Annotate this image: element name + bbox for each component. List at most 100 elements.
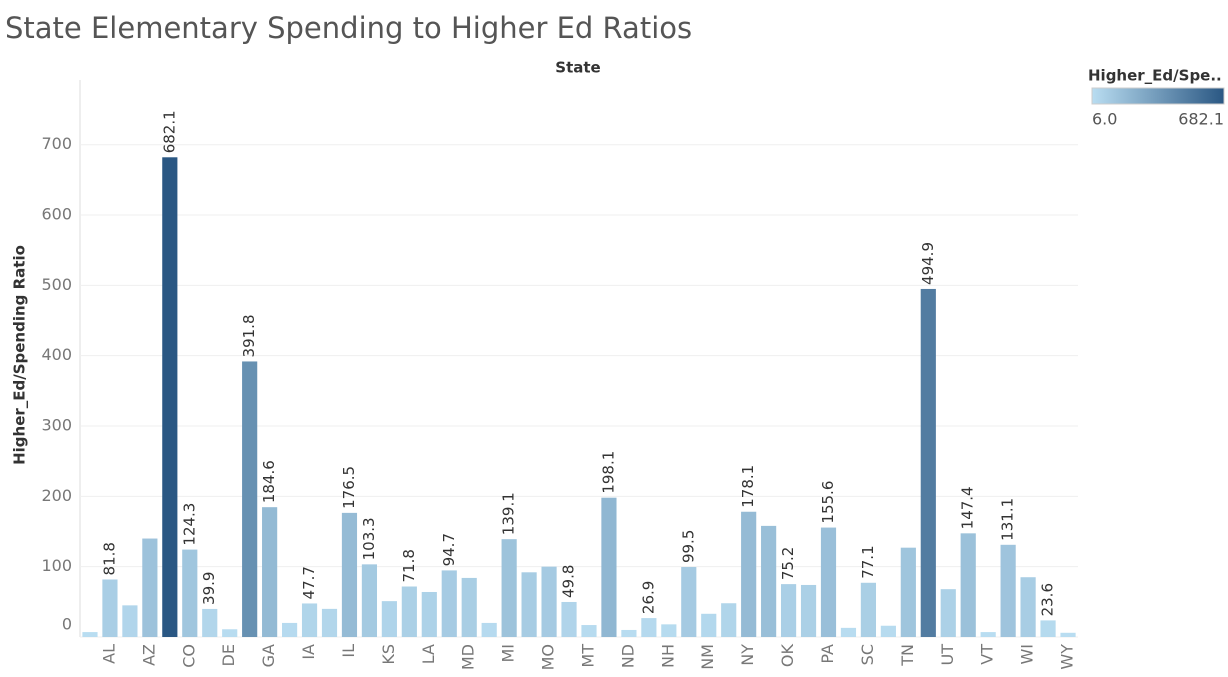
y-tick-label: 600 [41,205,72,224]
bar [421,591,437,637]
bar [641,618,657,637]
x-tick-label: MI [499,644,518,663]
x-tick-label: NY [738,644,757,666]
x-tick-label: ND [618,644,637,668]
bar [202,608,218,637]
bar [741,511,757,637]
x-tick-label: LA [419,644,438,664]
value-label: 682.1 [160,110,178,153]
value-label: 178.1 [739,465,757,508]
x-tick-label: MD [459,644,478,670]
bar [960,533,976,637]
column-header: State [555,59,600,77]
bar [341,512,358,637]
bar [940,589,956,637]
bar [301,603,318,637]
bar [1060,632,1076,637]
x-tick-label: PA [818,644,837,664]
x-tick-label: NH [658,644,677,668]
x-tick-label: GA [259,644,278,667]
y-tick-label: 500 [41,275,72,294]
bar [501,539,517,637]
x-tick-label: TN [898,644,917,667]
value-label: 75.2 [779,547,797,580]
x-tick-label: WY [1058,644,1077,670]
value-label: 26.9 [639,581,657,614]
bar [182,549,198,637]
x-tick-label: IA [299,644,318,660]
y-tick-label: 200 [41,486,72,505]
value-label: 23.6 [1039,583,1057,616]
x-tick-label: DE [219,644,238,666]
bar [561,601,577,637]
bar [242,361,258,637]
bar [1040,620,1056,637]
legend-min: 6.0 [1092,110,1117,129]
bar [800,584,817,637]
x-tick-label: AZ [139,644,158,666]
bar [401,586,417,637]
bar [142,538,158,637]
x-tick-label: KS [379,644,398,665]
bar [780,584,797,637]
bar [661,624,677,637]
x-tick-label: IL [339,644,358,658]
value-label: 103.3 [360,517,378,560]
value-label: 81.8 [100,542,118,575]
bar [581,625,597,637]
bar [521,572,537,637]
y-tick-label: 700 [41,134,72,153]
bar [681,567,697,637]
value-label: 124.3 [180,503,198,546]
x-tick-label: WI [1018,644,1037,665]
bar [860,582,877,637]
legend-max: 682.1 [1178,110,1224,129]
chart-title: State Elementary Spending to Higher Ed R… [5,11,692,45]
bar [361,564,378,637]
bar [1020,577,1036,637]
value-label: 198.1 [599,451,617,494]
bar [900,547,916,637]
x-tick-label: OK [778,644,797,668]
bar [381,601,397,637]
legend-title: Higher_Ed/Spe.. [1088,67,1222,85]
bar [1000,544,1016,637]
y-tick-label: 100 [41,556,72,575]
value-label: 176.5 [340,466,358,509]
bar [162,157,178,638]
bar [601,497,617,637]
bar [122,605,138,637]
value-label: 77.1 [859,545,877,578]
legend-gradient [1091,87,1225,105]
value-label: 131.1 [999,498,1017,541]
bar [980,632,996,637]
value-label: 184.6 [260,460,278,503]
bar [281,622,298,637]
bar [102,579,118,637]
y-tick-label: 400 [41,345,72,364]
x-tick-label: SC [858,644,877,665]
value-label: 49.8 [560,565,578,598]
value-label: 139.1 [500,492,518,535]
bar [701,613,717,637]
y-axis-label: Higher_Ed/Spending Ratio [11,245,29,465]
x-tick-label: AL [99,644,118,664]
bar [82,632,98,637]
x-tick-label: MO [539,644,558,670]
value-label: 99.5 [679,530,697,563]
x-tick-label: VT [978,644,997,665]
value-label: 155.6 [819,481,837,524]
x-tick-label: UT [938,644,957,666]
bar [441,570,457,637]
bar [481,622,497,637]
bar [461,577,477,637]
bar [621,629,637,637]
x-tick-label: NM [698,644,717,670]
bar [222,629,238,637]
x-tick-label: MT [578,644,597,668]
bar [262,507,278,637]
bar [541,566,557,637]
value-label: 94.7 [440,533,458,566]
y-tick-label: 0 [62,615,72,634]
